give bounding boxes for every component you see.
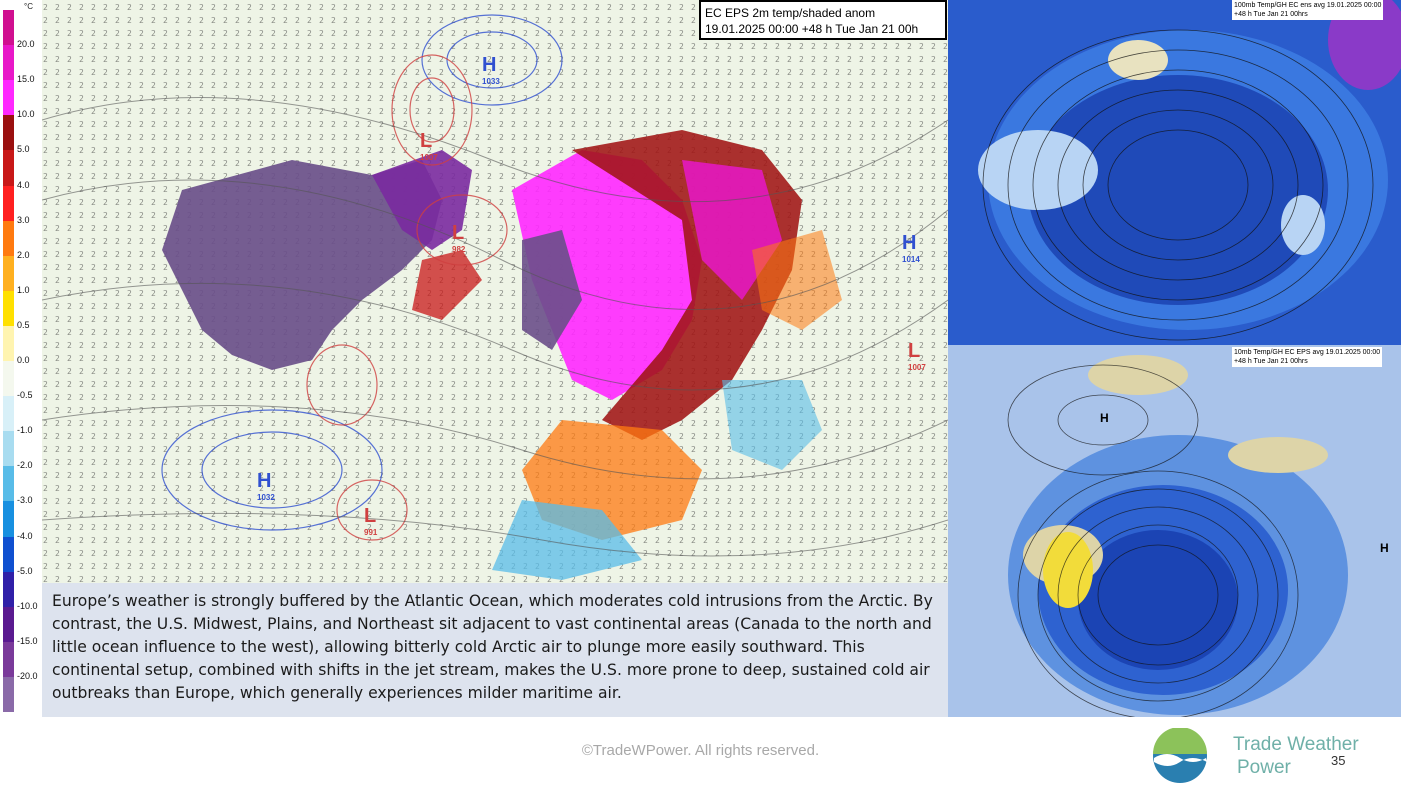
legend-tick-label: -4.0 xyxy=(17,530,33,541)
legend-tick-label: -0.5 xyxy=(17,390,33,401)
analysis-caption: Europe’s weather is strongly buffered by… xyxy=(42,583,948,717)
legend-swatch xyxy=(3,361,14,397)
map-10mb-graphic xyxy=(948,345,1401,717)
legend-swatch xyxy=(3,325,14,362)
legend-swatch xyxy=(3,115,14,151)
map-100mb-title: 100mb Temp/GH EC ens avg 19.01.2025 00:0… xyxy=(1232,0,1384,20)
legend-swatch xyxy=(3,501,14,537)
legend-tick-label: -1.0 xyxy=(17,425,33,436)
legend-swatch xyxy=(3,641,14,678)
pressure-label-l-1007: L 1007 xyxy=(420,130,438,162)
legend-tick-label: -20.0 xyxy=(17,670,38,681)
main-map-title: EC EPS 2m temp/shaded anom 19.01.2025 00… xyxy=(699,0,947,40)
brand-name-line1: Trade Weather xyxy=(1233,734,1359,755)
trade-weather-power-logo xyxy=(1152,727,1208,784)
map-100mb-temp-gh: 100mb Temp/GH EC ens avg 19.01.2025 00:0… xyxy=(948,0,1401,345)
legend-unit: °C xyxy=(24,2,33,11)
page-number: 35 xyxy=(1331,753,1346,768)
high-label-east: H xyxy=(1380,541,1389,555)
legend-tick-label: 15.0 xyxy=(17,74,35,85)
legend-tick-label: 0.0 xyxy=(17,355,30,365)
legend-swatch xyxy=(3,396,14,432)
legend-tick-label: 0.5 xyxy=(17,319,30,330)
legend-tick-label: -2.0 xyxy=(17,460,33,471)
legend-tick-label: 2.0 xyxy=(17,249,30,260)
brand-name-line2: Power xyxy=(1237,757,1291,778)
pressure-label-l-1007-east: L 1007 xyxy=(908,340,926,372)
legend-swatch xyxy=(3,431,14,467)
pressure-label-h-1032: H 1032 xyxy=(257,470,275,502)
legend-swatch xyxy=(3,150,14,186)
main-map-title-line2: 19.01.2025 00:00 +48 h Tue Jan 21 00h xyxy=(705,22,919,36)
high-label-north: H xyxy=(1100,411,1109,425)
legend-swatch xyxy=(3,466,14,502)
temperature-anomaly-legend: °C 20.0 15.0 10.0 5.0 4.0 3.0 2.0 1.0 0.5 0.0 -0.5… xyxy=(0,0,43,713)
legend-swatch xyxy=(3,536,14,573)
pressure-label-l-982: L 982 xyxy=(452,222,466,254)
legend-swatch xyxy=(3,80,14,116)
legend-tick-label: -5.0 xyxy=(17,565,33,576)
legend-tick-label: 4.0 xyxy=(17,179,30,190)
legend-swatch xyxy=(3,10,14,46)
legend-tick-label: 20.0 xyxy=(17,39,35,50)
pressure-label-h-1033: H 1033 xyxy=(482,54,500,86)
legend-tick-label: -3.0 xyxy=(17,495,33,506)
copyright-notice: ©TradeWPower. All rights reserved. xyxy=(581,742,820,759)
legend-swatch xyxy=(3,255,14,292)
map-10mb-title: 10mb Temp/GH EC EPS avg 19.01.2025 00:00… xyxy=(1232,347,1383,367)
legend-swatch xyxy=(3,606,14,643)
legend-swatch xyxy=(3,185,14,222)
legend-swatch xyxy=(3,571,14,608)
legend-tick-label: -10.0 xyxy=(17,600,38,611)
main-temperature-anomaly-map: 2 xyxy=(42,0,948,583)
legend-swatch xyxy=(3,220,14,257)
map-graphic: 2 xyxy=(42,0,948,583)
legend-tick-label: 5.0 xyxy=(17,144,30,155)
legend-tick-label: 3.0 xyxy=(17,214,30,225)
map-10mb-temp-gh: 10mb Temp/GH EC EPS avg 19.01.2025 00:00… xyxy=(948,345,1401,717)
pressure-label-h-1014: H 1014 xyxy=(902,232,920,264)
legend-tick-label: 10.0 xyxy=(17,109,35,120)
main-map-title-line1: EC EPS 2m temp/shaded anom xyxy=(705,6,876,20)
legend-tick-label: 1.0 xyxy=(17,284,30,295)
legend-swatch xyxy=(3,45,14,81)
legend-swatch xyxy=(3,676,14,713)
legend-swatch xyxy=(3,290,14,327)
map-100mb-graphic xyxy=(948,0,1401,345)
legend-tick-label: -15.0 xyxy=(17,635,38,646)
pressure-label-l-991: L 991 xyxy=(364,505,378,537)
